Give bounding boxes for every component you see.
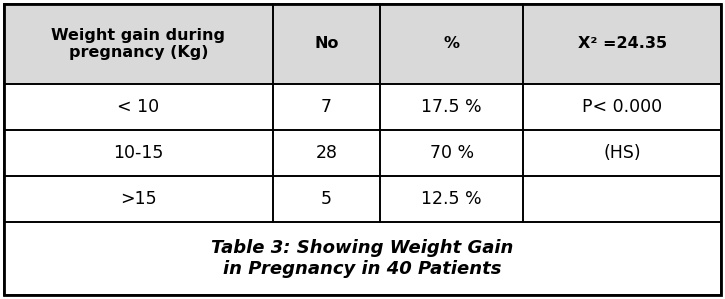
Bar xyxy=(523,84,721,130)
Bar xyxy=(4,222,721,295)
Bar xyxy=(380,4,523,84)
Bar xyxy=(273,4,380,84)
Bar xyxy=(523,176,721,222)
Text: Weight gain during
pregnancy (Kg): Weight gain during pregnancy (Kg) xyxy=(51,28,225,60)
Bar xyxy=(523,4,721,84)
Bar xyxy=(380,130,523,176)
Bar xyxy=(273,4,380,84)
Text: (HS): (HS) xyxy=(603,144,641,162)
Text: P< 0.000: P< 0.000 xyxy=(582,98,662,116)
Text: 28: 28 xyxy=(315,144,337,162)
Text: >15: >15 xyxy=(120,190,157,208)
Bar xyxy=(380,176,523,222)
Bar xyxy=(523,130,721,176)
Text: 10-15: 10-15 xyxy=(113,144,164,162)
Text: < 10: < 10 xyxy=(117,98,160,116)
Text: %: % xyxy=(444,36,460,51)
Bar xyxy=(380,84,523,130)
Bar xyxy=(4,130,273,176)
Text: Table 3: Showing Weight Gain
in Pregnancy in 40 Patients: Table 3: Showing Weight Gain in Pregnanc… xyxy=(211,239,514,278)
Text: 17.5 %: 17.5 % xyxy=(421,98,482,116)
Bar xyxy=(273,130,380,176)
Text: 70 %: 70 % xyxy=(430,144,474,162)
Bar xyxy=(4,4,273,84)
Bar xyxy=(273,176,380,222)
Bar xyxy=(4,176,273,222)
Bar xyxy=(523,4,721,84)
Text: No: No xyxy=(314,36,339,51)
Text: X² =24.35: X² =24.35 xyxy=(578,36,667,51)
Bar xyxy=(4,4,273,84)
Bar xyxy=(273,84,380,130)
Bar xyxy=(380,4,523,84)
Text: 12.5 %: 12.5 % xyxy=(421,190,482,208)
Text: 7: 7 xyxy=(321,98,332,116)
Bar xyxy=(4,84,273,130)
Text: 5: 5 xyxy=(321,190,332,208)
